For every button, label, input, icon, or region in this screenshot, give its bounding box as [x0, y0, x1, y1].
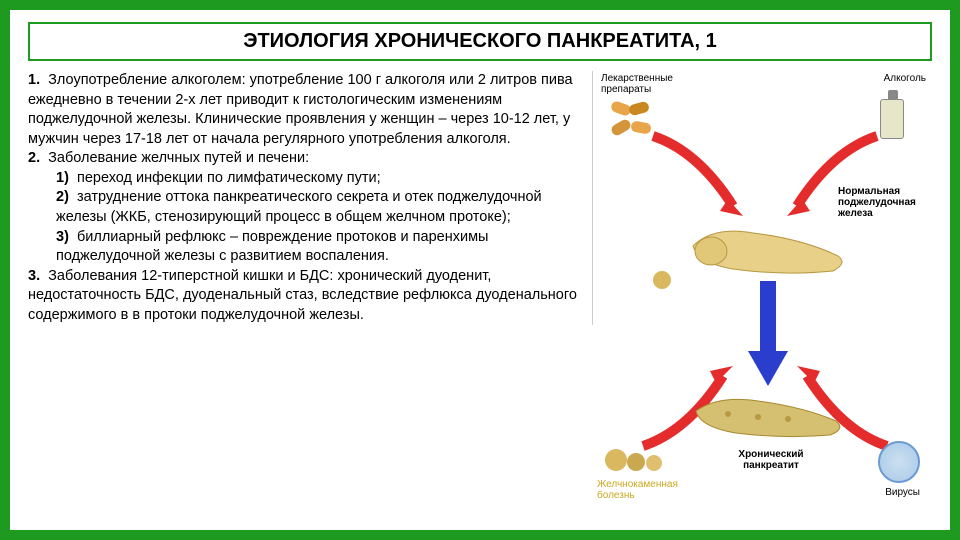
label-gallstones: Желчнокаменная болезнь — [597, 479, 697, 501]
sub-number: 2) — [56, 189, 69, 205]
sub-item: 2) затруднение оттока панкреатического с… — [28, 188, 582, 227]
sub-text: переход инфекции по лимфатическому пути; — [77, 170, 381, 186]
item-number: 2. — [28, 150, 40, 166]
label-drugs: Лекарственные препараты — [601, 73, 681, 95]
slide: ЭТИОЛОГИЯ ХРОНИЧЕСКОГО ПАНКРЕАТИТА, 1 1.… — [10, 10, 950, 530]
sub-number: 1) — [56, 170, 69, 186]
arrow-down-icon — [748, 281, 788, 396]
pills-icon — [611, 101, 651, 138]
sub-text: биллиарный рефлюкс – повреждение протоко… — [56, 229, 488, 265]
slide-title: ЭТИОЛОГИЯ ХРОНИЧЕСКОГО ПАНКРЕАТИТА, 1 — [42, 30, 918, 53]
list-item: 1. Злоупотребление алкоголем: употреблен… — [28, 71, 582, 149]
pancreas-chronic-icon — [688, 389, 848, 449]
pancreas-normal-icon — [683, 221, 853, 286]
sub-text: затруднение оттока панкреатического секр… — [56, 189, 542, 225]
item-number: 3. — [28, 268, 40, 284]
arrow-icon — [648, 131, 748, 221]
item-number: 1. — [28, 72, 40, 88]
sub-item: 3) биллиарный рефлюкс – повреждение прот… — [28, 228, 582, 267]
list-item: 3. Заболевания 12-типерстной кишки и БДС… — [28, 267, 582, 326]
item-text: Злоупотребление алкоголем: употребление … — [28, 72, 573, 147]
label-alcohol: Алкоголь — [884, 73, 926, 84]
bottle-icon — [880, 99, 904, 139]
content-row: 1. Злоупотребление алкоголем: употреблен… — [28, 71, 932, 325]
diagram: Лекарственные препараты Алкоголь Норм — [592, 71, 932, 325]
item-text: Заболевания 12-типерстной кишки и БДС: х… — [28, 268, 577, 323]
text-column: 1. Злоупотребление алкоголем: употреблен… — [28, 71, 582, 325]
label-viruses: Вирусы — [885, 487, 920, 498]
label-chronic: Хронический панкреатит — [731, 449, 811, 471]
sub-number: 3) — [56, 229, 69, 245]
title-box: ЭТИОЛОГИЯ ХРОНИЧЕСКОГО ПАНКРЕАТИТА, 1 — [28, 22, 932, 61]
stone-icon — [653, 271, 671, 294]
label-normal-pancreas: Нормальная поджелудочная железа — [838, 186, 928, 219]
gallstones-icon — [605, 449, 662, 476]
list-item: 2. Заболевание желчных путей и печени: — [28, 149, 582, 169]
virus-icon — [878, 441, 920, 483]
item-text: Заболевание желчных путей и печени: — [48, 150, 309, 166]
sub-item: 1) переход инфекции по лимфатическому пу… — [28, 169, 582, 189]
